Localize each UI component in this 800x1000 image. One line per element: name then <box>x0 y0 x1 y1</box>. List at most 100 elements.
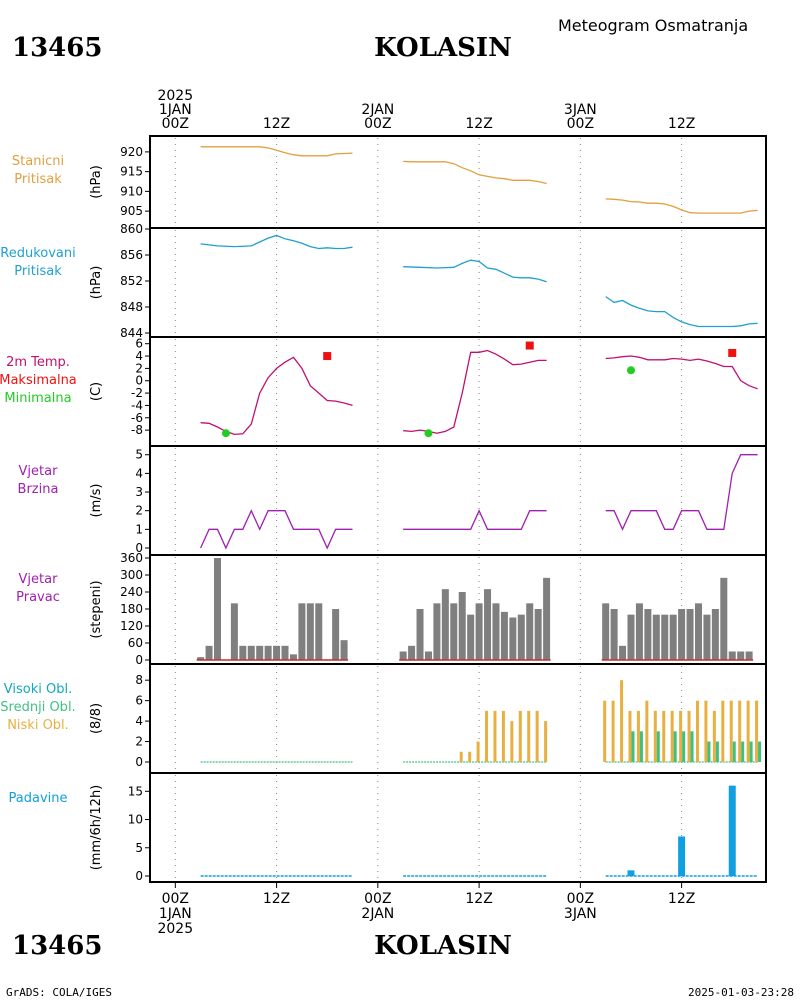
direction-bar <box>441 589 449 660</box>
direction-bar <box>534 609 542 660</box>
direction-bar <box>433 603 441 660</box>
panel-title-line: Pritisak <box>14 172 62 187</box>
series-line <box>403 259 547 283</box>
precip-bar <box>678 836 686 876</box>
footer-timestamp: 2025-01-03-23:28 <box>688 986 794 999</box>
y-tick-label: 2 <box>135 361 143 375</box>
panel-frame <box>149 445 767 556</box>
y-tick-label: 4 <box>135 349 143 363</box>
panel-title-line: Redukovani <box>0 246 75 261</box>
chart-subtitle: Meteogram Osmatranja <box>558 16 748 35</box>
direction-bar <box>458 592 466 660</box>
direction-bar <box>526 603 534 660</box>
panel-frame <box>149 135 767 229</box>
panel-title-line: Minimalna <box>4 391 71 406</box>
low-cloud-bar <box>620 680 624 762</box>
mid-cloud-bar <box>631 731 635 762</box>
low-cloud-bar <box>485 710 489 762</box>
panel-frame <box>149 772 767 883</box>
direction-bar <box>475 603 483 660</box>
panel-title-line: Pritisak <box>14 264 62 279</box>
y-tick-label: 0 <box>135 541 143 555</box>
bottom-time-label: 1JAN <box>159 906 192 922</box>
footer-software: GrADS: COLA/IGES <box>6 986 112 999</box>
top-time-label: 12Z <box>465 116 492 132</box>
low-cloud-bar <box>695 700 699 762</box>
y-tick-label: -6 <box>131 411 143 425</box>
direction-bar <box>644 609 652 660</box>
direction-bar <box>273 645 281 660</box>
y-axis-label: (8/8) <box>89 703 104 734</box>
panel-title-line: Brzina <box>18 482 59 497</box>
series-line <box>605 296 758 328</box>
low-cloud-bar <box>544 721 548 762</box>
direction-bar <box>652 614 660 660</box>
y-axis-label: (hPa) <box>89 165 104 199</box>
low-cloud-bar <box>476 741 480 762</box>
direction-bar <box>543 577 551 660</box>
direction-bar <box>467 614 475 660</box>
low-cloud-bar <box>679 710 683 762</box>
y-tick-label: 0 <box>135 869 143 883</box>
y-tick-label: 2 <box>135 504 143 518</box>
y-tick-label: 300 <box>120 568 143 582</box>
bottom-time-label: 00Z <box>162 891 189 907</box>
series-line <box>200 146 353 157</box>
precip-bar <box>627 870 635 876</box>
direction-bar <box>627 614 635 660</box>
y-tick-label: 4 <box>135 714 143 728</box>
low-cloud-bar <box>628 710 632 762</box>
mid-cloud-bar <box>639 731 643 762</box>
low-cloud-bar <box>645 700 649 762</box>
panel-title-line: Pravac <box>16 590 60 605</box>
top-time-label: 2JAN <box>361 102 394 118</box>
bottom-time-label: 12Z <box>465 891 492 907</box>
low-cloud-bar <box>535 710 539 762</box>
direction-bar <box>728 651 736 660</box>
direction-bar <box>517 614 525 660</box>
direction-bar <box>610 609 618 660</box>
y-tick-label: 10 <box>128 813 143 827</box>
mid-cloud-bar <box>758 741 762 762</box>
top-time-label: 12Z <box>668 116 695 132</box>
series-line <box>403 509 547 530</box>
low-cloud-bar <box>527 710 531 762</box>
direction-bar <box>450 603 458 660</box>
mid-cloud-bar <box>690 731 694 762</box>
panel-title-line: Stanicni <box>12 154 64 169</box>
panel-frame <box>149 336 767 447</box>
series-line <box>605 454 758 531</box>
bottom-time-label: 12Z <box>263 891 290 907</box>
y-tick-label: 60 <box>128 636 143 650</box>
y-tick-label: 15 <box>128 784 143 798</box>
direction-bar <box>669 614 677 660</box>
y-tick-label: 1 <box>135 522 143 536</box>
direction-bar <box>214 558 222 660</box>
low-cloud-bar <box>738 700 742 762</box>
direction-bar <box>332 609 340 660</box>
bottom-time-label: 2JAN <box>361 906 394 922</box>
series-line <box>200 234 353 250</box>
direction-bar <box>492 603 500 660</box>
y-tick-label: 120 <box>120 619 143 633</box>
series-line <box>403 349 547 434</box>
top-time-label: 00Z <box>364 116 391 132</box>
low-cloud-bar <box>662 710 666 762</box>
min-temp-point <box>626 366 635 375</box>
low-cloud-bar <box>755 700 759 762</box>
panel-title-line: Niski Obl. <box>7 718 69 733</box>
y-tick-label: -2 <box>131 386 143 400</box>
bottom-time-label: 3JAN <box>564 906 597 922</box>
max-temp-point <box>728 348 737 357</box>
y-tick-label: 910 <box>120 184 143 198</box>
station-id-bottom: 13465 <box>12 931 102 961</box>
y-tick-label: 905 <box>120 204 143 218</box>
low-cloud-bar <box>704 700 708 762</box>
direction-bar <box>720 577 728 660</box>
y-tick-label: 0 <box>135 653 143 667</box>
y-tick-label: 240 <box>120 585 143 599</box>
y-tick-label: 6 <box>135 337 143 351</box>
y-tick-label: 844 <box>120 326 143 340</box>
max-temp-point <box>323 352 332 361</box>
direction-bar <box>635 603 643 660</box>
